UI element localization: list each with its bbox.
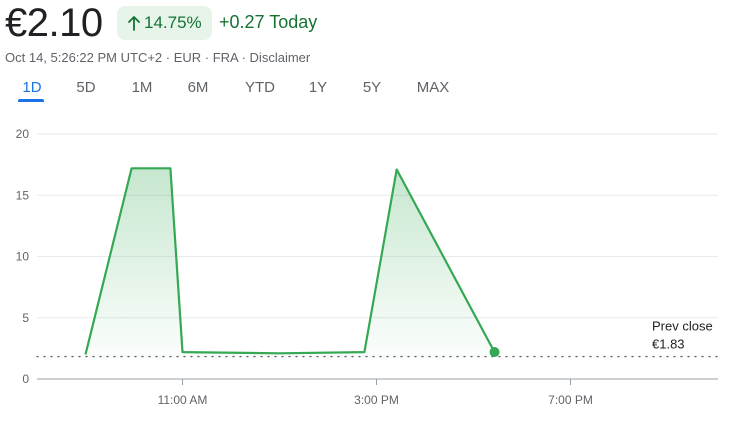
y-tick-label: 0 bbox=[22, 372, 29, 386]
y-tick-label: 20 bbox=[16, 127, 30, 141]
tab-1m[interactable]: 1M bbox=[130, 78, 154, 102]
arrow-up-icon bbox=[127, 15, 141, 31]
price-chart-svg[interactable]: 0 5 10 15 20 11:00 AM 3:00 PM 7:00 PM Prev close… bbox=[0, 120, 735, 427]
current-price: €2.10 bbox=[5, 1, 103, 45]
tab-max[interactable]: MAX bbox=[415, 78, 451, 102]
change-today: +0.27 Today bbox=[219, 12, 317, 33]
tab-ytd[interactable]: YTD bbox=[243, 78, 277, 102]
change-percent-value: 14.75% bbox=[144, 13, 202, 33]
x-tick-label: 7:00 PM bbox=[548, 393, 593, 407]
price-chart[interactable]: 0 5 10 15 20 11:00 AM 3:00 PM 7:00 PM Prev close… bbox=[0, 120, 735, 427]
y-tick-label: 15 bbox=[16, 188, 30, 202]
prev-close-label: Prev close bbox=[652, 319, 713, 334]
series-area bbox=[86, 168, 495, 356]
tab-6m[interactable]: 6M bbox=[186, 78, 210, 102]
prev-close-value: €1.83 bbox=[652, 337, 685, 352]
x-tick-label: 11:00 AM bbox=[158, 393, 208, 407]
tab-1y[interactable]: 1Y bbox=[308, 78, 328, 102]
tab-5y[interactable]: 5Y bbox=[361, 78, 383, 102]
active-tab-indicator bbox=[18, 99, 44, 102]
y-tick-label: 10 bbox=[16, 250, 30, 264]
change-percent-badge: 14.75% bbox=[117, 6, 212, 40]
x-tick-label: 3:00 PM bbox=[354, 393, 399, 407]
y-tick-label: 5 bbox=[22, 311, 29, 325]
quote-meta: Oct 14, 5:26:22 PM UTC+2 · EUR · FRA · D… bbox=[5, 50, 310, 65]
tab-5d[interactable]: 5D bbox=[75, 78, 97, 102]
last-price-dot bbox=[490, 347, 500, 357]
